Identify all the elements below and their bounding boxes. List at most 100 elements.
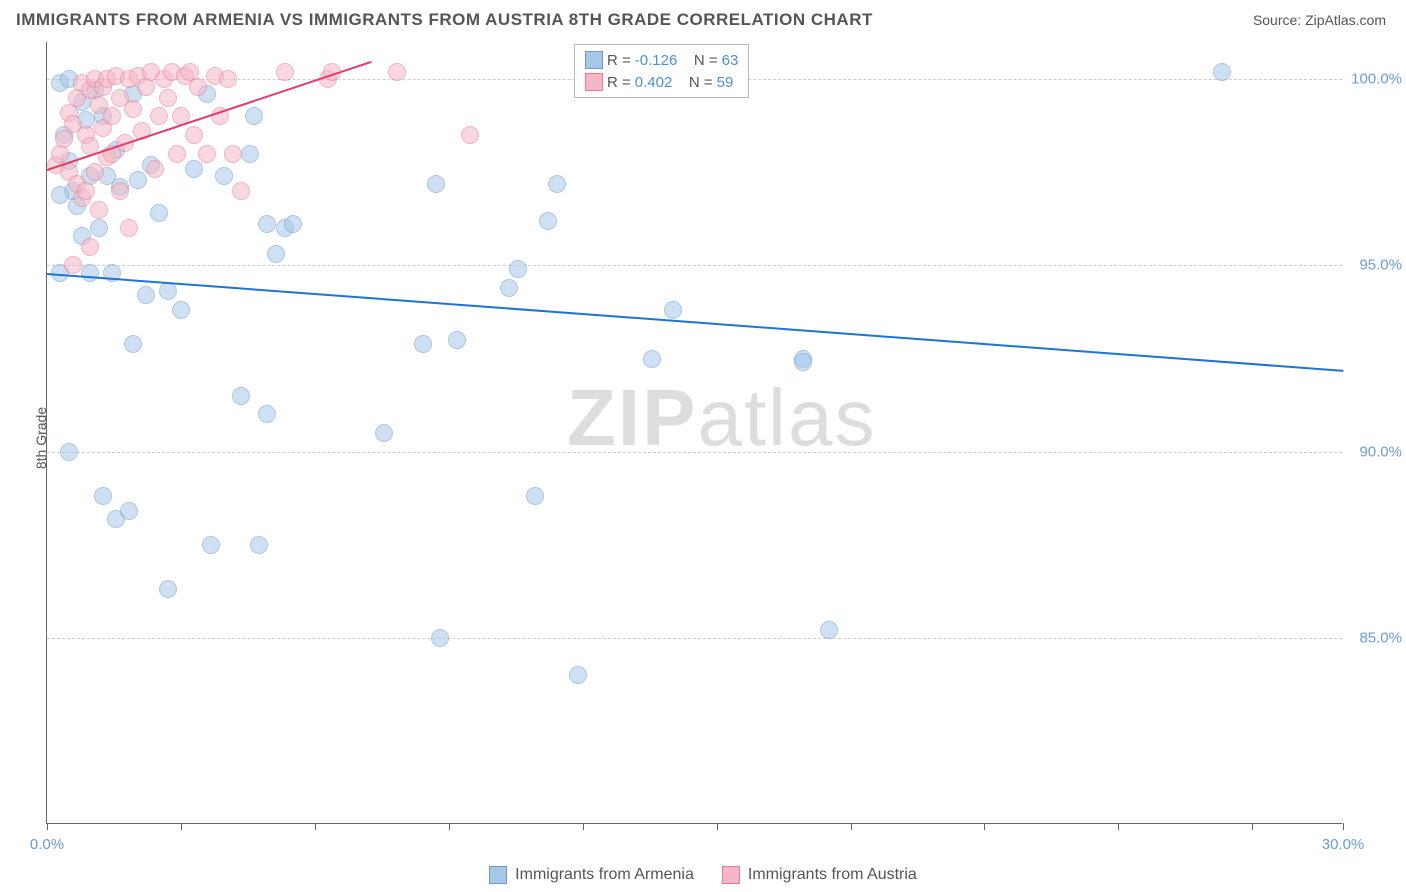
legend-stats-row: R = -0.126 N = 63 [585, 49, 738, 71]
data-point [539, 212, 557, 230]
data-point [185, 160, 203, 178]
x-tick-label: 30.0% [1322, 836, 1365, 853]
data-point [185, 126, 203, 144]
legend-swatch-austria [722, 866, 740, 884]
data-point [509, 260, 527, 278]
legend-label-armenia: Immigrants from Armenia [515, 866, 694, 884]
legend-r-label: R = [607, 52, 631, 69]
data-point [276, 63, 294, 81]
legend-r-value: -0.126 [635, 52, 678, 69]
legend-stats-box: R = -0.126 N = 63 R = 0.402 N = 59 [574, 44, 749, 98]
x-tick [315, 823, 316, 830]
x-tick [851, 823, 852, 830]
data-point [189, 78, 207, 96]
data-point [427, 175, 445, 193]
data-point [448, 331, 466, 349]
data-point [431, 629, 449, 647]
data-point [461, 126, 479, 144]
data-point [81, 264, 99, 282]
data-point [60, 443, 78, 461]
gridline [47, 452, 1342, 453]
gridline [47, 265, 1342, 266]
x-tick-label: 0.0% [30, 836, 64, 853]
legend-n-label: N = [681, 52, 717, 69]
data-point [224, 145, 242, 163]
data-point [258, 215, 276, 233]
legend-r-value: 0.402 [635, 74, 673, 91]
data-point [64, 256, 82, 274]
data-point [388, 63, 406, 81]
x-tick [583, 823, 584, 830]
legend-r-label: R = [607, 74, 631, 91]
data-point [643, 350, 661, 368]
legend-swatch-armenia [489, 866, 507, 884]
legend-swatch [585, 51, 603, 69]
y-tick-label: 95.0% [1347, 257, 1402, 274]
data-point [414, 335, 432, 353]
data-point [232, 387, 250, 405]
data-point [150, 107, 168, 125]
data-point [250, 536, 268, 554]
data-point [124, 335, 142, 353]
data-point [120, 502, 138, 520]
legend-n-value: 59 [717, 74, 734, 91]
data-point [111, 182, 129, 200]
chart-title: IMMIGRANTS FROM ARMENIA VS IMMIGRANTS FR… [16, 10, 873, 30]
data-point [172, 301, 190, 319]
legend-item-austria: Immigrants from Austria [722, 866, 917, 884]
gridline [47, 638, 1342, 639]
x-tick [47, 823, 48, 830]
data-point [129, 171, 147, 189]
data-point [569, 666, 587, 684]
legend-swatch [585, 73, 603, 91]
data-point [258, 405, 276, 423]
x-tick [1343, 823, 1344, 830]
data-point [81, 238, 99, 256]
data-point [219, 70, 237, 88]
data-point [137, 286, 155, 304]
data-point [168, 145, 186, 163]
data-point [232, 182, 250, 200]
scatter-plot-area: ZIPatlas 85.0%90.0%95.0%100.0%0.0%30.0% … [46, 42, 1342, 824]
chart-source: Source: ZipAtlas.com [1253, 12, 1386, 28]
data-point [159, 282, 177, 300]
data-point [150, 204, 168, 222]
data-point [664, 301, 682, 319]
legend-n-value: 63 [722, 52, 739, 69]
data-point [51, 186, 69, 204]
legend-n-label: N = [676, 74, 712, 91]
data-point [124, 100, 142, 118]
data-point [1213, 63, 1231, 81]
data-point [103, 107, 121, 125]
data-point [284, 215, 302, 233]
data-point [794, 353, 812, 371]
legend-stats-row: R = 0.402 N = 59 [585, 71, 738, 93]
x-tick [449, 823, 450, 830]
data-point [146, 160, 164, 178]
data-point [159, 89, 177, 107]
data-point [198, 145, 216, 163]
y-tick-label: 85.0% [1347, 629, 1402, 646]
x-tick [1118, 823, 1119, 830]
data-point [245, 107, 263, 125]
data-point [267, 245, 285, 263]
data-point [94, 487, 112, 505]
data-point [215, 167, 233, 185]
y-tick-label: 100.0% [1347, 71, 1402, 88]
legend-bottom: Immigrants from Armenia Immigrants from … [0, 866, 1406, 884]
chart-header: IMMIGRANTS FROM ARMENIA VS IMMIGRANTS FR… [0, 0, 1406, 36]
x-tick [717, 823, 718, 830]
data-point [90, 201, 108, 219]
data-point [548, 175, 566, 193]
trend-line [47, 273, 1343, 372]
data-point [159, 580, 177, 598]
x-tick [181, 823, 182, 830]
data-point [526, 487, 544, 505]
legend-label-austria: Immigrants from Austria [748, 866, 917, 884]
data-point [120, 219, 138, 237]
data-point [90, 219, 108, 237]
data-point [820, 621, 838, 639]
data-point [241, 145, 259, 163]
y-tick-label: 90.0% [1347, 443, 1402, 460]
legend-item-armenia: Immigrants from Armenia [489, 866, 694, 884]
